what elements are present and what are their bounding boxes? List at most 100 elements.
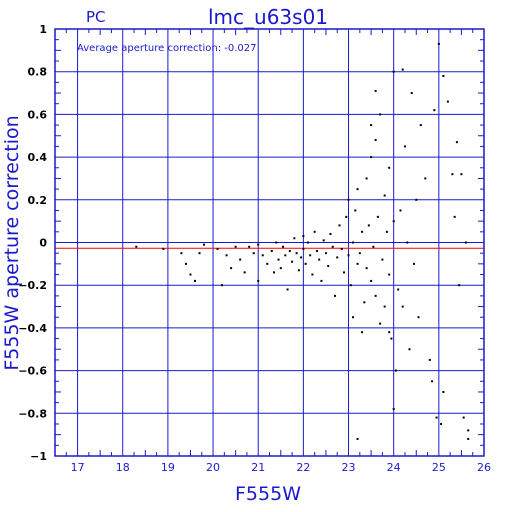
data-point [370, 156, 373, 159]
data-point [288, 250, 291, 253]
camera-label: PC [86, 8, 106, 26]
data-point [419, 124, 422, 127]
data-point [431, 380, 434, 383]
data-point [392, 220, 395, 223]
data-point [331, 245, 334, 248]
data-point [279, 267, 282, 270]
data-point [381, 258, 384, 261]
data-point [273, 271, 276, 274]
data-point [297, 269, 300, 272]
data-point [370, 124, 373, 127]
data-point [266, 262, 269, 265]
data-point [322, 239, 325, 242]
y-axis-label: F555W aperture correction [1, 115, 23, 370]
data-point [286, 288, 289, 291]
data-point [399, 209, 402, 212]
data-point [385, 230, 388, 233]
y-tick-label: 0.4 [28, 151, 48, 164]
data-point [440, 422, 443, 425]
data-point [340, 247, 343, 250]
data-point [390, 337, 393, 340]
x-tick-label: 20 [206, 461, 220, 474]
data-point [455, 141, 458, 144]
y-tick-labels: 1 0.8 0.6 0.4 0.2 0 −0.2 −0.4 −0.6 −0.8 −1 [18, 23, 47, 463]
chart-title: lmc_u63s01 [208, 5, 328, 29]
data-point [460, 173, 463, 176]
data-point [401, 68, 404, 71]
data-point [300, 256, 303, 259]
data-point [458, 284, 461, 287]
data-point [189, 273, 192, 276]
data-point [333, 294, 336, 297]
data-point [406, 241, 409, 244]
data-point [320, 279, 323, 282]
data-point [388, 331, 391, 334]
data-point [230, 267, 233, 270]
data-point [135, 245, 138, 248]
data-point [401, 305, 404, 308]
data-point [374, 294, 377, 297]
data-point [239, 258, 242, 261]
data-point [356, 262, 359, 265]
data-point [257, 279, 260, 282]
data-point [311, 273, 314, 276]
x-tick-label: 25 [432, 461, 446, 474]
data-point [403, 145, 406, 148]
y-tick-label: 0.8 [28, 66, 48, 79]
data-point [374, 139, 377, 142]
data-points [135, 42, 470, 440]
data-point [184, 262, 187, 265]
y-tick-label: −1 [30, 450, 47, 463]
y-tick-label: −0.6 [18, 365, 47, 378]
data-point [433, 109, 436, 112]
data-point [453, 215, 456, 218]
data-point [309, 254, 312, 257]
data-point [193, 279, 196, 282]
grid [54, 28, 485, 457]
data-point [394, 369, 397, 372]
data-point [361, 331, 364, 334]
data-point [338, 224, 341, 227]
y-tick-label: 0.2 [28, 194, 48, 207]
data-point [225, 254, 228, 257]
data-point [284, 254, 287, 257]
x-tick-label: 19 [161, 461, 175, 474]
data-point [270, 250, 273, 253]
x-tick-label: 23 [342, 461, 356, 474]
data-point [180, 252, 183, 255]
data-point [198, 252, 201, 255]
y-tick-label: 1 [39, 23, 47, 36]
x-tick-label: 17 [71, 461, 85, 474]
data-point [442, 390, 445, 393]
data-point [408, 348, 411, 351]
data-point [365, 177, 368, 180]
data-point [295, 252, 298, 255]
y-tick-label: −0.2 [18, 279, 47, 292]
y-tick-label: −0.8 [18, 407, 47, 420]
y-tick-label: 0.6 [28, 108, 48, 121]
data-point [203, 243, 206, 246]
data-point [372, 245, 375, 248]
data-point [365, 267, 368, 270]
data-point [293, 237, 296, 240]
data-point [397, 288, 400, 291]
data-point [336, 256, 339, 259]
data-point [437, 42, 440, 45]
data-point [383, 194, 386, 197]
data-point [313, 230, 316, 233]
data-point [306, 241, 309, 244]
data-point [275, 241, 278, 244]
y-tick-label: 0 [39, 237, 47, 250]
data-point [234, 245, 237, 248]
data-point [162, 247, 165, 250]
data-point [327, 264, 330, 267]
data-point [374, 89, 377, 92]
data-point [347, 254, 350, 257]
data-point [356, 437, 359, 440]
data-point [428, 358, 431, 361]
data-point [370, 279, 373, 282]
data-point [462, 416, 465, 419]
data-point [352, 241, 355, 244]
average-annotation: Average aperture correction: -0.027 [77, 43, 257, 54]
